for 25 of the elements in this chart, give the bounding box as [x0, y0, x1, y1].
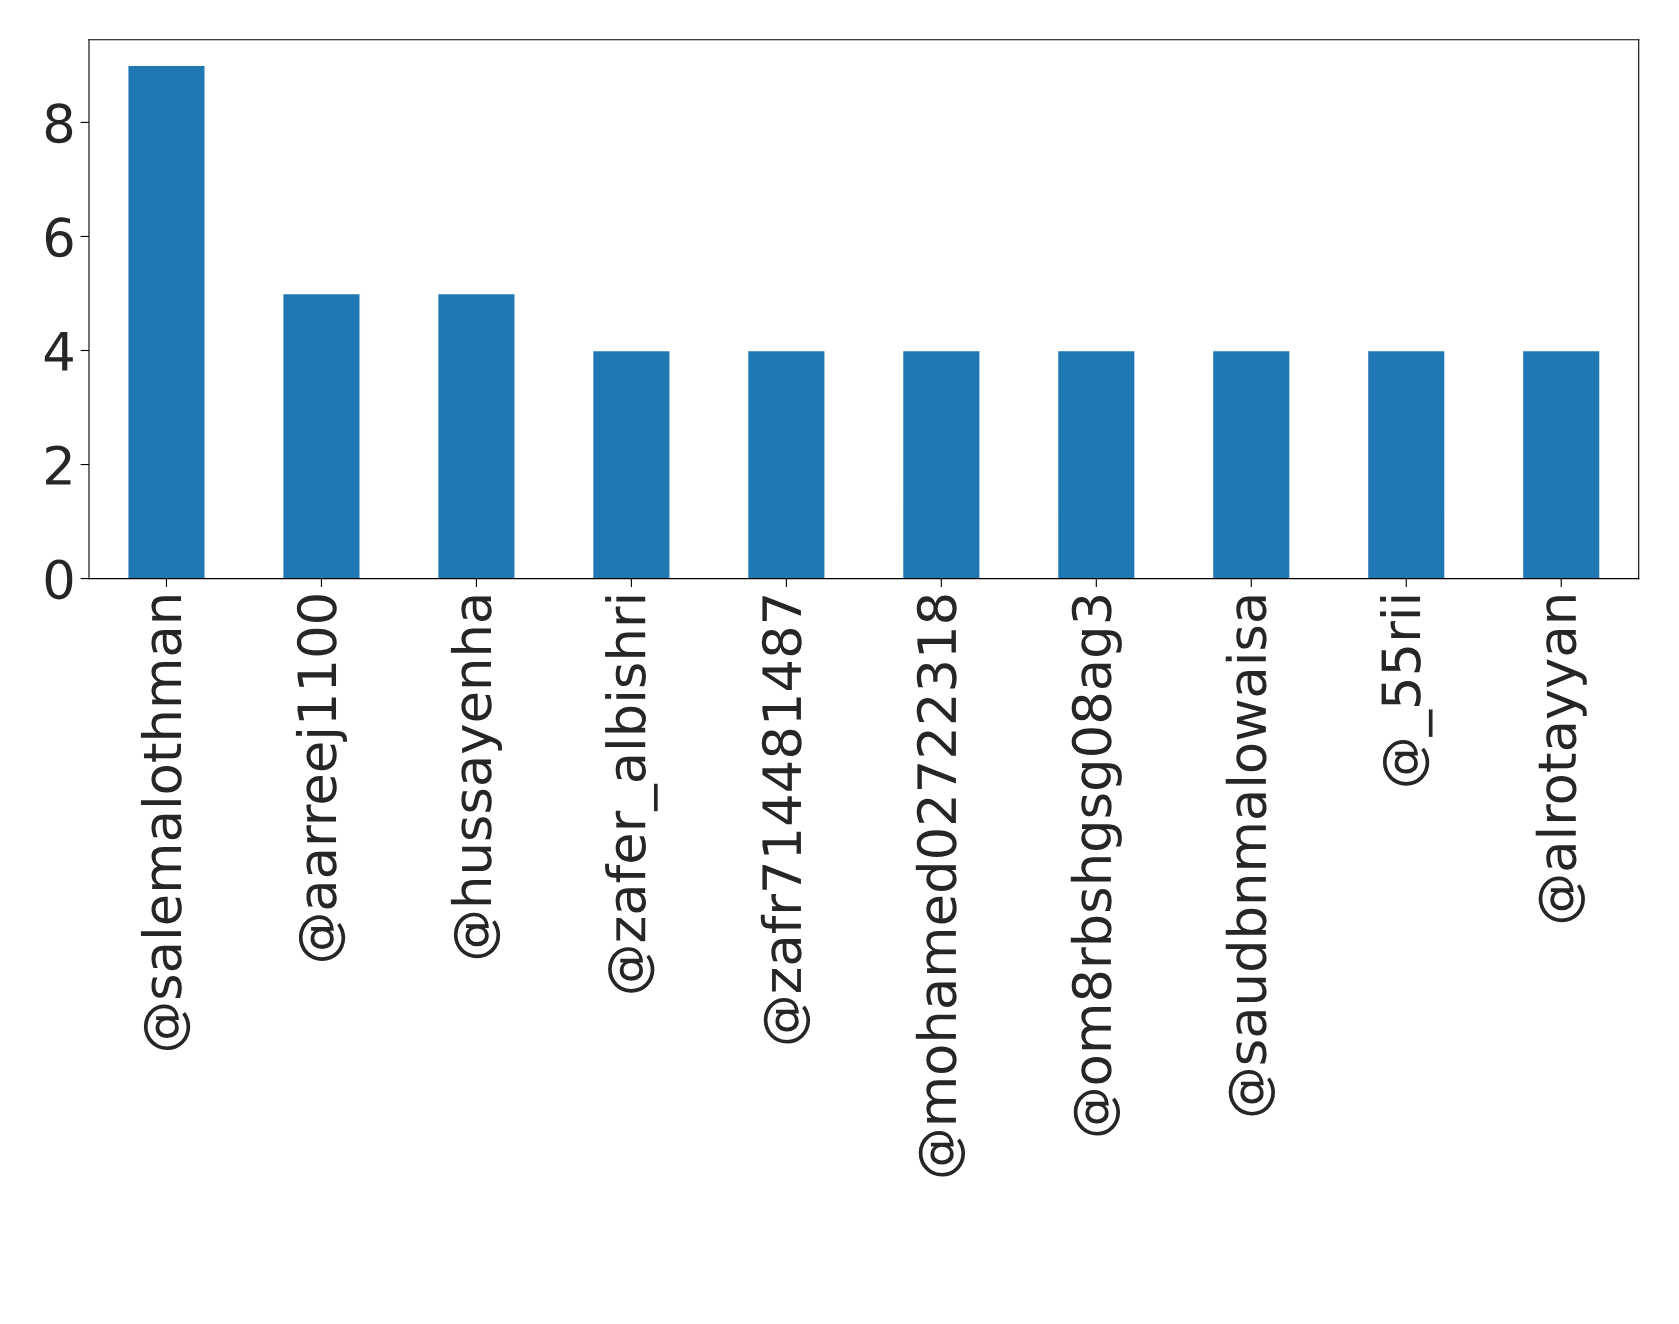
y-tick-label: 0: [45, 559, 73, 600]
bar: [282, 292, 361, 579]
x-tick-label: @hussayenha: [450, 596, 502, 959]
x-tick-label: @alrotayyan: [1535, 596, 1587, 923]
bar: [127, 64, 206, 579]
x-tick-label: @salemalothman: [140, 596, 191, 1051]
bar: [1056, 349, 1136, 579]
bar: [901, 349, 981, 579]
bar: [591, 349, 671, 579]
bar: [1521, 349, 1601, 579]
x-tick-label: @_55rii: [1379, 596, 1433, 786]
bar: [1366, 349, 1446, 579]
x-tick-label: @aarreej1100: [295, 595, 347, 961]
x-tick-label: @mohamed02722318: [915, 595, 966, 1177]
y-tick-label: 6: [45, 217, 73, 258]
bar: [436, 292, 516, 579]
x-tick-label: @zafer_albishri: [605, 596, 658, 993]
y-tick-label: 4: [44, 332, 73, 371]
x-tick-label: @zafr714481487: [760, 596, 811, 1044]
bar: [1211, 349, 1291, 579]
x-tick-label: @saudbnmalowaisa: [1225, 596, 1276, 1116]
x-tick-label: @om8rbshgsg08ag3: [1070, 596, 1122, 1136]
bar: [746, 349, 826, 579]
y-tick-label: 8: [45, 103, 73, 144]
y-tick-label: 2: [46, 445, 71, 485]
